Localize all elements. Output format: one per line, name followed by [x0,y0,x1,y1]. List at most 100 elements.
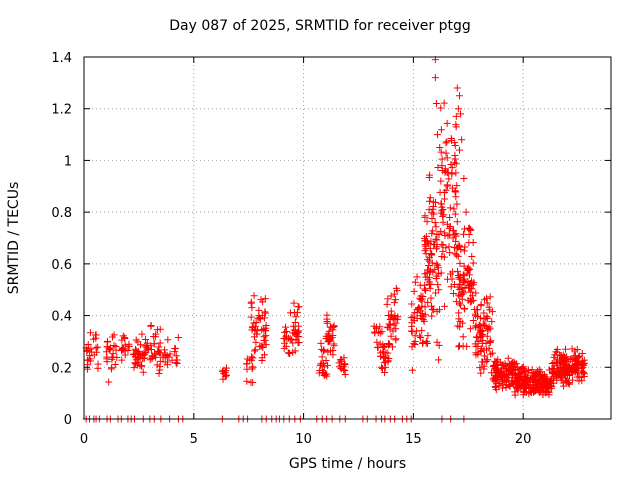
data-point [446,213,454,221]
data-point [437,177,445,185]
data-point [563,355,571,363]
data-point [557,352,565,360]
data-point [536,387,544,395]
data-point [579,369,587,377]
data-point [561,354,569,362]
data-point [447,135,455,143]
data-point [438,253,446,261]
data-point [457,301,465,309]
data-point [422,232,430,240]
data-point [132,356,140,364]
data-point [415,304,423,312]
data-point [108,364,116,372]
data-point [482,322,490,330]
data-point [452,298,460,306]
x-tick-label: 5 [190,432,198,447]
data-point [442,139,450,147]
data-point [111,361,119,369]
data-point [251,346,259,354]
data-point [391,311,399,319]
data-point [535,388,543,396]
data-point [433,260,441,268]
y-tick-label: 0.4 [51,310,72,325]
data-point [424,298,432,306]
data-point [138,330,146,338]
data-point [105,378,113,386]
data-point [330,322,338,330]
data-point [434,264,442,272]
data-point [136,354,144,362]
data-point [164,336,172,344]
data-point [427,302,435,310]
data-point [513,384,521,392]
data-point [441,302,449,310]
data-point [500,370,508,378]
data-point [451,155,459,163]
data-point [385,341,392,349]
data-point [478,358,486,366]
data-point [423,218,431,226]
data-point [320,346,328,354]
data-point [451,187,459,195]
data-point [370,322,378,330]
data-point [558,376,566,384]
data-point [518,376,526,384]
data-point [432,289,440,297]
data-point [174,333,182,341]
data-point [568,362,576,370]
data-point [550,365,558,373]
data-point [570,352,578,360]
data-point [450,205,458,213]
data-point [550,353,558,361]
data-point [424,332,432,340]
data-point [446,249,454,257]
data-point [384,349,392,357]
data-point [249,363,257,371]
data-point [425,278,433,286]
data-point [330,342,338,350]
data-point [292,313,300,321]
data-point [387,332,395,340]
data-point [166,350,174,358]
data-point [410,287,418,295]
data-point [392,336,400,344]
data-point [420,285,428,293]
data-point [248,353,256,361]
data-point [453,200,461,208]
data-point [371,328,379,336]
data-point [385,355,393,363]
data-point [524,367,532,375]
data-point [467,295,475,303]
data-point [543,384,551,392]
data-point [434,281,442,289]
data-point [134,350,142,358]
data-point [522,388,530,396]
data-point [94,343,102,351]
data-point [325,327,333,335]
data-point [519,365,527,373]
data-point [394,313,402,321]
data-point [262,324,270,332]
data-point [428,215,436,223]
data-point [434,131,442,139]
data-point [251,347,259,355]
data-point [466,284,474,292]
data-point [243,355,251,363]
data-point [428,259,436,267]
data-point [446,231,454,239]
data-point [456,299,464,307]
data-point [90,335,98,343]
data-point [121,341,129,349]
data-point [118,336,126,344]
grid-lines [84,57,611,419]
data-point [260,336,268,344]
chart-title: Day 087 of 2025, SRMTID for receiver ptg… [169,18,471,34]
data-point [141,342,149,350]
data-point [457,110,465,118]
data-point [534,367,542,375]
data-point [456,342,464,350]
data-point [431,218,439,226]
data-point [424,339,432,347]
data-point [421,303,429,311]
data-point [447,160,455,168]
